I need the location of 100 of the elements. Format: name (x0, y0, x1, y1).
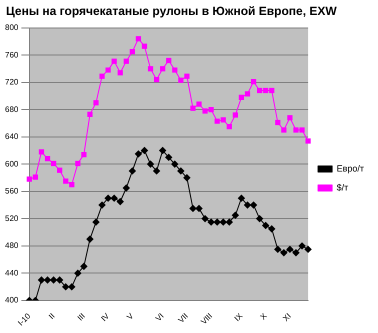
point (305, 138, 311, 144)
point (232, 112, 238, 118)
point (274, 246, 282, 253)
point (220, 117, 226, 122)
point (75, 160, 80, 166)
point (250, 202, 258, 209)
point (136, 36, 142, 42)
point (140, 147, 148, 154)
point (56, 276, 64, 284)
y-tick-label: 560 (4, 186, 19, 196)
point (50, 160, 56, 166)
y-tick-label: 640 (4, 132, 19, 142)
x-tick-label: VI (154, 311, 166, 324)
point (292, 249, 300, 256)
point (177, 167, 184, 174)
point (26, 176, 32, 182)
x-tick-label: VII (176, 311, 190, 325)
point (130, 49, 135, 54)
point (74, 270, 82, 277)
point (159, 147, 166, 154)
point (124, 58, 129, 64)
point (190, 106, 196, 111)
point (93, 100, 99, 106)
y-tick-label: 520 (4, 214, 19, 223)
point (92, 218, 100, 226)
point (304, 246, 312, 253)
y-tick-label: 400 (4, 296, 19, 305)
point (238, 94, 244, 100)
point (44, 276, 52, 284)
chart-title: Цены на горячекатаные рулоны в Южной Европе, EXW (6, 4, 337, 18)
x-tick-label: X (258, 311, 270, 322)
point (293, 127, 299, 133)
point (32, 174, 38, 180)
point (232, 212, 239, 219)
point (244, 91, 250, 97)
point (189, 204, 196, 212)
point (268, 225, 276, 232)
point (106, 67, 111, 73)
point (171, 160, 178, 168)
x-tick-label: II (47, 311, 57, 321)
point (134, 150, 142, 158)
point (128, 167, 136, 174)
point (166, 58, 172, 64)
point (68, 283, 76, 290)
point (160, 66, 166, 72)
point (256, 88, 262, 94)
point (256, 215, 264, 222)
x-tick-label: I-10 (16, 311, 33, 328)
point (44, 156, 50, 162)
point (298, 242, 306, 250)
point (196, 102, 202, 107)
point (196, 204, 203, 212)
point (178, 78, 184, 83)
point (63, 178, 68, 184)
point (263, 88, 268, 94)
x-tick-label: VIII (199, 311, 214, 326)
point (69, 182, 74, 188)
point (220, 218, 227, 226)
point (299, 127, 305, 133)
point (286, 246, 294, 253)
point (214, 218, 221, 226)
point (62, 283, 70, 290)
x-tick-label: IV (99, 311, 112, 324)
point (147, 160, 154, 168)
y-tick-label: 720 (4, 78, 19, 87)
point (142, 44, 148, 49)
point (208, 106, 214, 112)
point (80, 262, 88, 270)
point (238, 194, 245, 202)
x-tick-label: IX (232, 311, 245, 324)
point (86, 236, 94, 243)
legend-label: Евро/т (336, 163, 364, 174)
point (98, 202, 106, 209)
point (202, 108, 208, 114)
point (116, 198, 124, 206)
point (165, 154, 172, 161)
point (226, 218, 233, 226)
y-tick-label: 680 (4, 104, 19, 114)
point (153, 167, 160, 174)
y-tick-label: 600 (4, 159, 19, 168)
y-tick-label: 440 (4, 268, 19, 278)
x-tick-label: III (76, 311, 87, 323)
x-tick-label: XI (281, 311, 293, 324)
point (244, 202, 251, 209)
point (154, 76, 160, 82)
point (38, 149, 44, 154)
point (38, 276, 45, 284)
point (118, 70, 123, 76)
point (214, 118, 220, 124)
point (104, 194, 112, 202)
point (50, 276, 58, 284)
point (112, 58, 117, 64)
point (87, 112, 93, 117)
legend-label: $/т (336, 182, 348, 192)
point (281, 127, 286, 133)
point (148, 66, 154, 72)
point (57, 168, 62, 173)
point (250, 79, 256, 84)
point (122, 184, 130, 192)
point (99, 74, 105, 79)
